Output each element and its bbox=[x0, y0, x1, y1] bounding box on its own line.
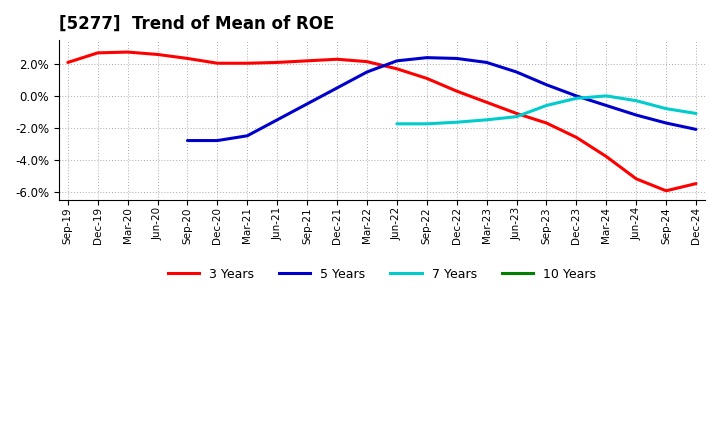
3 Years bbox=[632, 176, 641, 181]
5 Years bbox=[213, 138, 222, 143]
3 Years bbox=[153, 52, 162, 57]
5 Years bbox=[572, 93, 581, 99]
3 Years bbox=[333, 57, 341, 62]
Line: 5 Years: 5 Years bbox=[187, 58, 696, 140]
3 Years bbox=[303, 58, 312, 63]
5 Years bbox=[512, 70, 521, 75]
7 Years bbox=[423, 121, 431, 126]
5 Years bbox=[452, 56, 461, 61]
7 Years bbox=[662, 106, 670, 111]
3 Years bbox=[94, 50, 102, 55]
3 Years bbox=[452, 88, 461, 94]
5 Years bbox=[423, 55, 431, 60]
7 Years bbox=[392, 121, 401, 126]
7 Years bbox=[602, 93, 611, 99]
3 Years bbox=[602, 154, 611, 159]
5 Years bbox=[692, 127, 701, 132]
5 Years bbox=[392, 58, 401, 63]
3 Years bbox=[423, 76, 431, 81]
3 Years bbox=[542, 121, 551, 126]
5 Years bbox=[602, 103, 611, 108]
3 Years bbox=[123, 49, 132, 55]
7 Years bbox=[512, 114, 521, 119]
3 Years bbox=[512, 111, 521, 116]
7 Years bbox=[542, 103, 551, 108]
3 Years bbox=[213, 61, 222, 66]
7 Years bbox=[572, 95, 581, 101]
5 Years bbox=[363, 70, 372, 75]
Line: 7 Years: 7 Years bbox=[397, 96, 696, 124]
3 Years bbox=[243, 61, 251, 66]
Line: 3 Years: 3 Years bbox=[68, 52, 696, 191]
5 Years bbox=[662, 121, 670, 126]
7 Years bbox=[482, 117, 491, 122]
3 Years bbox=[572, 135, 581, 140]
3 Years bbox=[392, 66, 401, 71]
Text: [5277]  Trend of Mean of ROE: [5277] Trend of Mean of ROE bbox=[59, 15, 334, 33]
5 Years bbox=[632, 112, 641, 117]
5 Years bbox=[482, 60, 491, 65]
3 Years bbox=[482, 99, 491, 105]
3 Years bbox=[363, 59, 372, 64]
5 Years bbox=[542, 82, 551, 88]
3 Years bbox=[692, 181, 701, 186]
7 Years bbox=[692, 111, 701, 116]
5 Years bbox=[303, 101, 312, 106]
3 Years bbox=[662, 188, 670, 194]
3 Years bbox=[273, 60, 282, 65]
3 Years bbox=[183, 56, 192, 61]
3 Years bbox=[63, 60, 72, 65]
5 Years bbox=[333, 85, 341, 91]
5 Years bbox=[183, 138, 192, 143]
Legend: 3 Years, 5 Years, 7 Years, 10 Years: 3 Years, 5 Years, 7 Years, 10 Years bbox=[163, 263, 601, 286]
7 Years bbox=[452, 120, 461, 125]
5 Years bbox=[243, 133, 251, 139]
7 Years bbox=[632, 98, 641, 103]
5 Years bbox=[273, 117, 282, 122]
